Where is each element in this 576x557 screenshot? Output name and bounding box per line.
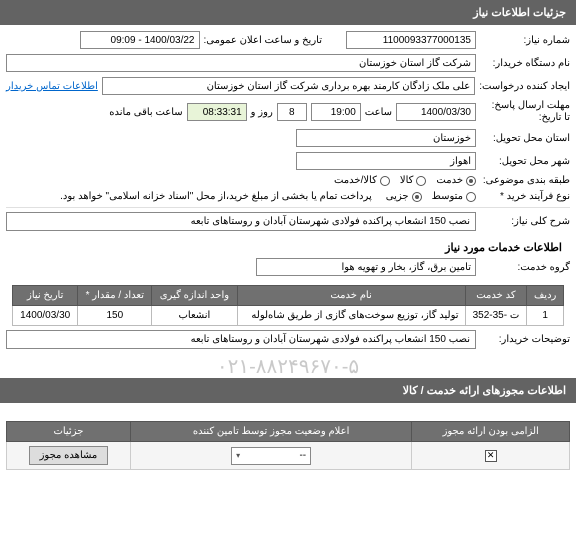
radio-medium-label: متوسط — [432, 191, 463, 202]
purchase-radio-group: متوسط جزیی — [386, 191, 476, 202]
table-row: 1 ت -35-352 تولید گاز، توزیع سوخت‌های گا… — [13, 306, 564, 326]
th-date: تاریخ نیاز — [13, 286, 78, 306]
service-info-header: اطلاعات خدمات مورد نیاز — [6, 237, 570, 258]
radio-medium[interactable] — [466, 192, 476, 202]
province-value: خوزستان — [296, 129, 476, 147]
lic-th1: الزامی بودن ارائه مجوز — [412, 422, 570, 442]
group-label: طبقه بندی موضوعی: — [480, 175, 570, 186]
city-label: شهر محل تحویل: — [480, 156, 570, 167]
deadline-time: 19:00 — [311, 103, 361, 121]
th-name: نام خدمت — [237, 286, 465, 306]
announce-value: 1400/03/22 - 09:09 — [80, 31, 200, 49]
license-header: اطلاعات مجوزهای ارائه خدمت / کالا — [0, 378, 576, 403]
status-select-value: -- — [299, 450, 306, 461]
svc-group-label: گروه خدمت: — [480, 262, 570, 273]
th-qty: تعداد / مقدار * — [78, 286, 152, 306]
th-unit: واحد اندازه گیری — [152, 286, 237, 306]
svc-group-value: تامین برق، گاز، بخار و تهویه هوا — [256, 258, 476, 276]
mandatory-checkbox[interactable] — [485, 450, 497, 462]
day-label: روز و — [251, 107, 273, 118]
announce-label: تاریخ و ساعت اعلان عمومی: — [204, 35, 323, 46]
buyer-note-value: نصب 150 انشعاب پراکنده فولادی شهرستان آب… — [6, 330, 476, 349]
creator-label: ایجاد کننده درخواست: — [479, 81, 570, 92]
category-radio-group: خدمت کالا کالا/خدمت — [334, 175, 476, 186]
creator-value: علی ملک زادگان کارمند بهره برداری شرکت گ… — [102, 77, 475, 95]
radio-service-label: خدمت — [436, 175, 463, 186]
remain-label: ساعت باقی مانده — [109, 107, 182, 118]
license-row: -- ▾ مشاهده مجوز — [7, 442, 570, 470]
radio-goods[interactable] — [416, 176, 426, 186]
buyer-label: نام دستگاه خریدار: — [480, 58, 570, 69]
license-table: الزامی بودن ارائه مجوز اعلام وضعیت مجوز … — [6, 421, 570, 470]
time-label: ساعت — [365, 107, 392, 118]
main-header: جزئیات اطلاعات نیاز — [0, 0, 576, 25]
desc-label: شرح کلی نیاز: — [480, 216, 570, 227]
service-table: ردیف کد خدمت نام خدمت واحد اندازه گیری ت… — [12, 285, 564, 326]
deadline-date: 1400/03/30 — [396, 103, 476, 121]
radio-goods-label: کالا — [400, 175, 414, 186]
phone-overlay: ۰۲۱-۸۸۲۴۹۶۷۰-۵ — [217, 354, 359, 379]
radio-both-label: کالا/خدمت — [334, 175, 377, 186]
need-info-section: شماره نیاز: 1100093377000135 تاریخ و ساع… — [0, 25, 576, 378]
purchase-label: نوع فرآیند خرید * — [480, 191, 570, 202]
contact-link[interactable]: اطلاعات تماس خریدار — [6, 81, 98, 92]
lic-th2: اعلام وضعیت مجوز توسط تامین کننده — [130, 422, 412, 442]
radio-service[interactable] — [466, 176, 476, 186]
lic-th3: جزئیات — [7, 422, 131, 442]
th-code: کد خدمت — [465, 286, 527, 306]
remain-value: 08:33:31 — [187, 103, 247, 121]
td-name: تولید گاز، توزیع سوخت‌های گازی از طریق ش… — [237, 306, 465, 326]
desc-value: نصب 150 انشعاب پراکنده فولادی شهرستان آب… — [6, 212, 476, 231]
payment-note: پرداخت تمام یا بخشی از مبلغ خرید،از محل … — [60, 191, 372, 202]
td-row: 1 — [527, 306, 564, 326]
deadline-label: مهلت ارسال پاسخ: تا تاریخ: — [480, 100, 570, 124]
th-row: ردیف — [527, 286, 564, 306]
buyer-value: شرکت گاز استان خوزستان — [6, 54, 476, 72]
chevron-down-icon: ▾ — [236, 451, 240, 460]
need-number-label: شماره نیاز: — [480, 35, 570, 46]
radio-minor-label: جزیی — [386, 191, 409, 202]
days-value: 8 — [277, 103, 307, 121]
province-label: استان محل تحویل: — [480, 133, 570, 144]
buyer-note-label: توضیحات خریدار: — [480, 334, 570, 345]
need-number-value: 1100093377000135 — [346, 31, 476, 49]
radio-minor[interactable] — [412, 192, 422, 202]
td-code: ت -35-352 — [465, 306, 527, 326]
td-unit: انشعاب — [152, 306, 237, 326]
status-select[interactable]: -- ▾ — [231, 447, 311, 465]
td-qty: 150 — [78, 306, 152, 326]
radio-both[interactable] — [380, 176, 390, 186]
view-license-button[interactable]: مشاهده مجوز — [29, 446, 109, 465]
td-date: 1400/03/30 — [13, 306, 78, 326]
city-value: اهواز — [296, 152, 476, 170]
